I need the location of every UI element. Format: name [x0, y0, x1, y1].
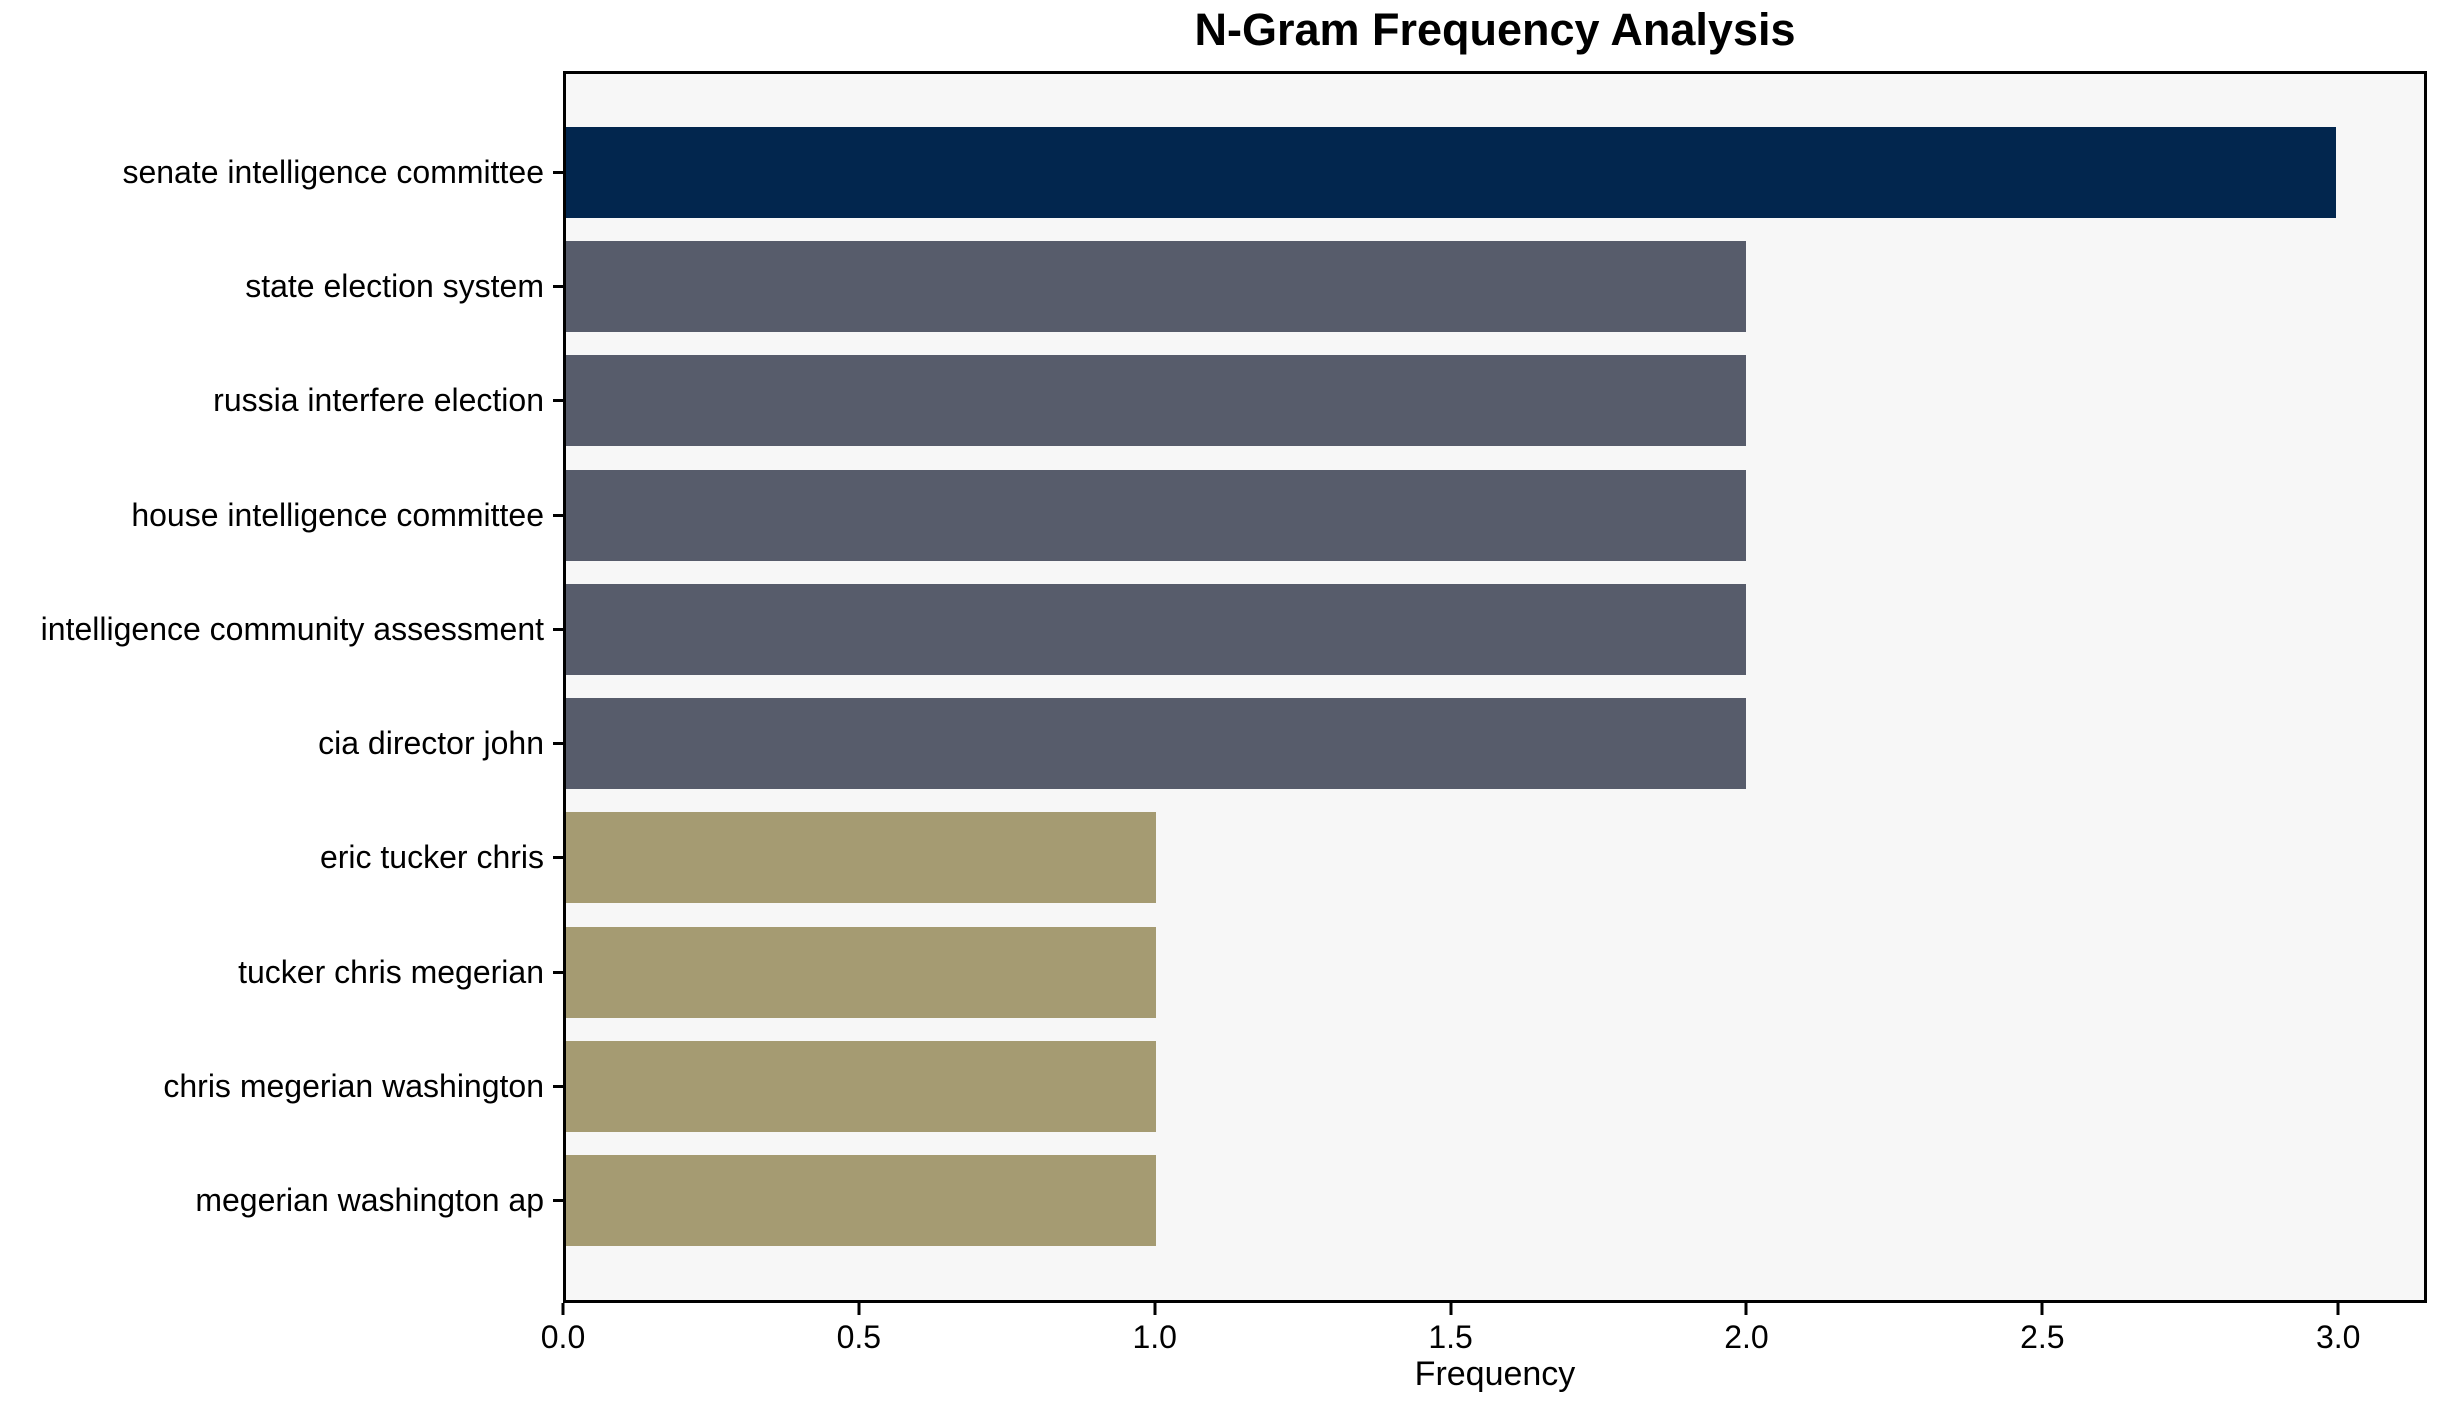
y-tick-mark — [553, 513, 563, 517]
x-tick-mark — [1153, 1303, 1157, 1315]
y-category-row: house intelligence committee — [0, 470, 563, 561]
y-category-row: tucker chris megerian — [0, 927, 563, 1018]
y-axis: senate intelligence committee state elect… — [0, 71, 563, 1303]
bar-row — [566, 583, 2424, 675]
x-tick-mark — [857, 1303, 861, 1315]
bar-row — [566, 698, 2424, 790]
y-category-label: senate intelligence committee — [122, 154, 544, 190]
y-tick-mark — [553, 1198, 563, 1202]
bar — [566, 127, 2336, 218]
y-category-label: tucker chris megerian — [238, 953, 544, 990]
y-tick-mark — [553, 970, 563, 974]
bar — [566, 812, 1156, 904]
y-category-label: megerian washington ap — [195, 1181, 544, 1218]
y-tick-mark — [553, 285, 563, 289]
x-tick-mark — [1449, 1303, 1453, 1315]
y-category-row: intelligence community assessment — [0, 584, 563, 675]
bar-row — [566, 469, 2424, 561]
bar — [566, 926, 1156, 1018]
x-axis-label: Frequency — [1414, 1355, 1576, 1393]
y-tick-mark — [553, 856, 563, 860]
y-category-row: senate intelligence committee — [0, 127, 563, 218]
x-tick-label: 0.5 — [836, 1319, 882, 1355]
x-tick-mark — [2336, 1303, 2340, 1315]
y-category-label: eric tucker chris — [319, 839, 544, 876]
y-category-row: chris megerian washington — [0, 1041, 563, 1132]
chart-title: N-Gram Frequency Analysis — [1194, 4, 1796, 55]
y-tick-mark — [553, 742, 563, 746]
x-tick-label: 1.0 — [1132, 1319, 1177, 1355]
bar-row — [566, 355, 2424, 447]
y-tick-mark — [553, 627, 563, 631]
y-category-label: state election system — [245, 268, 544, 305]
bar-row — [566, 1040, 2424, 1132]
bar — [566, 1040, 1156, 1132]
x-tick-label: 3.0 — [2315, 1319, 2361, 1355]
y-category-label: intelligence community assessment — [40, 610, 544, 647]
bar — [566, 698, 1746, 790]
x-tick-mark — [1744, 1303, 1748, 1315]
y-tick-mark — [553, 399, 563, 403]
bar — [566, 355, 1746, 447]
y-category-label: russia interfere election — [213, 382, 544, 419]
x-tick-label: 0.0 — [540, 1319, 586, 1355]
bar — [566, 469, 1746, 561]
y-category-row: russia interfere election — [0, 355, 563, 446]
bar-row — [566, 1154, 2424, 1246]
bar-row — [566, 127, 2424, 218]
y-category-label: cia director john — [318, 725, 544, 762]
bars-container — [566, 74, 2424, 1300]
y-category-row: cia director john — [0, 698, 563, 789]
bar-row — [566, 926, 2424, 1018]
x-tick-mark — [2040, 1303, 2044, 1315]
x-tick-label: 1.5 — [1428, 1319, 1473, 1355]
plot-area — [563, 71, 2427, 1303]
y-tick-mark — [553, 171, 563, 174]
y-tick-mark — [553, 1084, 563, 1088]
bar — [566, 241, 1746, 333]
y-category-row: state election system — [0, 241, 563, 332]
bar-row — [566, 241, 2424, 333]
y-category-label: chris megerian washington — [163, 1067, 544, 1104]
bar — [566, 583, 1746, 675]
y-category-row: eric tucker chris — [0, 812, 563, 903]
x-tick-label: 2.5 — [2020, 1319, 2065, 1355]
y-category-label: house intelligence committee — [131, 496, 544, 533]
x-tick-label: 2.0 — [1724, 1319, 1769, 1355]
bar — [566, 1154, 1156, 1246]
x-tick-mark — [561, 1303, 565, 1315]
bar-row — [566, 812, 2424, 904]
y-category-row: megerian washington ap — [0, 1155, 563, 1246]
